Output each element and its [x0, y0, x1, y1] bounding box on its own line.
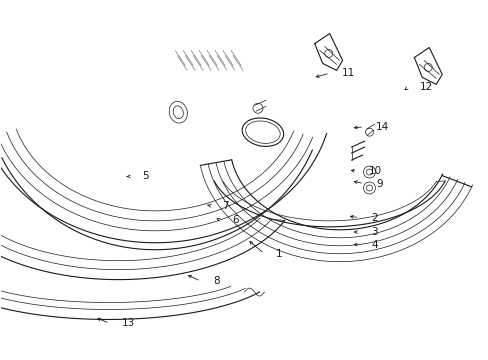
Text: 4: 4: [370, 239, 377, 249]
Text: 10: 10: [368, 166, 381, 176]
Text: 12: 12: [419, 82, 432, 93]
Text: 14: 14: [375, 122, 388, 132]
Text: 8: 8: [212, 276, 219, 286]
Text: 7: 7: [222, 201, 229, 211]
Text: 11: 11: [341, 68, 354, 78]
Text: 5: 5: [142, 171, 148, 181]
Text: 9: 9: [375, 179, 382, 189]
Text: 1: 1: [276, 248, 282, 258]
Text: 13: 13: [122, 319, 135, 328]
Text: 3: 3: [370, 227, 377, 237]
Text: 2: 2: [370, 213, 377, 222]
Text: 6: 6: [232, 215, 239, 225]
